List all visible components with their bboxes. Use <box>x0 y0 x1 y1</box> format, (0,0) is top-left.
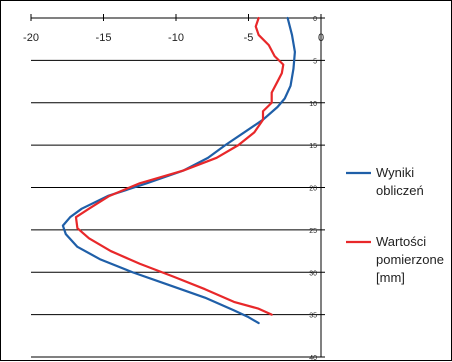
series-lines <box>61 16 296 325</box>
y-axis-ticks: 0 5 10 15 20 25 30 35 40 <box>309 16 325 362</box>
gridlines <box>31 59 321 358</box>
legend-label: obliczeń <box>376 183 424 198</box>
x-tick-label: 0 <box>318 32 324 44</box>
series-line-2 <box>74 16 285 316</box>
legend: Wyniki obliczeń Wartości pomierzone [mm] <box>346 165 444 285</box>
y-tick-label: 35 <box>309 313 317 320</box>
legend-label: [mm] <box>376 270 405 285</box>
legend-entry-2: Wartości pomierzone [mm] <box>346 234 444 285</box>
y-tick-label: 15 <box>309 143 317 150</box>
y-tick-label: 20 <box>309 186 317 193</box>
y-tick-label: 25 <box>309 228 317 235</box>
series-line-1 <box>61 16 296 325</box>
y-tick-label: 40 <box>309 355 317 362</box>
x-tick-label: -10 <box>168 32 184 44</box>
y-tick-label: 10 <box>309 101 317 108</box>
y-tick-label: 30 <box>309 270 317 277</box>
x-tick-label: -15 <box>96 32 112 44</box>
legend-label: Wartości <box>376 234 426 249</box>
x-axis-ticks: -20 -15 -10 -5 0 <box>23 14 324 44</box>
y-tick-label: 0 <box>313 16 317 23</box>
x-tick-label: -5 <box>244 32 254 44</box>
legend-label: Wyniki <box>376 165 414 180</box>
y-tick-label: 5 <box>313 58 317 65</box>
legend-label: pomierzone <box>376 252 444 267</box>
x-tick-label: -20 <box>23 32 39 44</box>
legend-entry-1: Wyniki obliczeń <box>346 165 424 198</box>
